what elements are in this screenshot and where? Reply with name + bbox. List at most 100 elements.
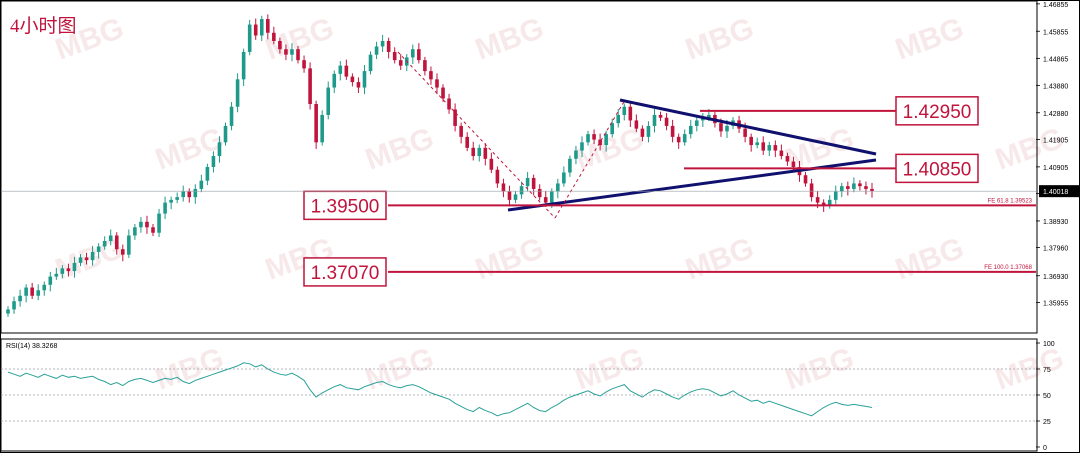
price-axis: 1.46855 1.45855 1.44865 1.43880 1.42880 1.419… [1,2,1079,307]
level-label-box [303,257,387,287]
candle-body [114,235,119,250]
candle-body [247,24,252,52]
candle-body [108,235,113,241]
candle-body [314,103,318,143]
price-tick-label: 1.44865 [1043,56,1068,63]
candle-body [229,106,234,126]
candle-body [78,257,83,263]
candle-body [290,49,294,55]
candle-body [344,65,349,77]
candle-body [846,186,850,189]
candle-body [483,147,488,159]
level-label: 1.39500 [311,196,380,217]
candle-body [864,186,868,189]
candle-body [217,142,222,157]
candle-body [664,117,669,126]
candle-body [36,290,41,296]
candle-body [411,49,415,58]
candle-body [459,125,463,137]
candle-body [187,191,192,198]
fibo-extension-note: FE 100.0 1.37068 [984,265,1032,271]
candle-body [688,125,693,135]
candle-body [743,128,747,137]
candle-body [272,32,276,41]
candle-body [332,73,337,88]
price-tick-label: 1.36930 [1043,274,1068,281]
level-label-box [895,96,979,126]
candle-body [429,71,433,80]
candle-body [145,221,149,228]
candle-body [616,114,621,124]
candle-body [447,98,451,110]
candle-body [852,183,856,189]
candle-body [580,142,584,151]
candle-body [549,191,554,203]
price-tick-label: 1.40905 [1043,165,1068,172]
candle-body [199,180,204,189]
candle-body [423,60,427,72]
candle-body [193,188,198,198]
candle-body [84,257,89,261]
candle-body [761,142,766,151]
candle-body [694,120,699,126]
candle-body [628,106,633,121]
price-tick-label: 1.42880 [1043,111,1068,118]
candle-body [465,136,469,148]
candle-body [622,106,627,115]
candle-body [127,235,131,255]
candle-body [72,262,77,272]
candle-body [380,40,385,47]
candle-body [374,46,379,55]
candle-body [870,188,874,192]
price-tick-label: 1.41905 [1043,137,1068,144]
candle-body [181,191,186,198]
rsi-label: RSI(14) 38.3268 [6,343,57,350]
rsi-tick-label: 50 [1043,393,1051,400]
candle-body [676,136,681,143]
candle-body [350,76,355,83]
candle-body [670,125,675,137]
candle-body [30,287,34,296]
candle-body [211,156,216,167]
candle-body [858,183,862,187]
candle-body [42,284,47,291]
candle-body [592,134,596,140]
price-tick-label: 1.45855 [1043,29,1068,36]
candle-body [779,150,784,157]
candle-body [707,114,711,118]
candle-body [398,60,403,66]
current-price-label: 1.40018 [1043,189,1068,196]
candle-body [48,276,53,285]
candle-body [634,120,639,129]
candle-body [120,249,125,255]
candle-body [157,213,161,233]
candle-body [296,49,300,61]
rsi-pane: RSI(14) 38.3268 [0,338,1038,452]
candle-body [235,79,240,107]
candle-body [525,177,530,187]
candle-body [60,268,65,274]
candle-body [755,142,760,146]
price-tick-label: 1.46855 [1043,2,1068,9]
candle-body [833,191,838,200]
candle-body [175,197,179,200]
candle-body [54,273,59,277]
rsi-line [7,362,873,417]
candle-body [453,109,457,126]
candles-layer [6,14,874,317]
candle-body [519,186,524,195]
candle-body [278,40,282,50]
candle-body [507,191,512,200]
fibo-swing-line [554,99,626,219]
candle-body [574,150,578,159]
level-label-box [895,153,979,184]
price-tick-label: 1.43880 [1043,83,1068,90]
candle-body [169,199,173,203]
candle-body [241,51,246,80]
candle-body [562,172,566,184]
triangle-trendline [619,98,877,156]
candle-body [320,114,324,143]
